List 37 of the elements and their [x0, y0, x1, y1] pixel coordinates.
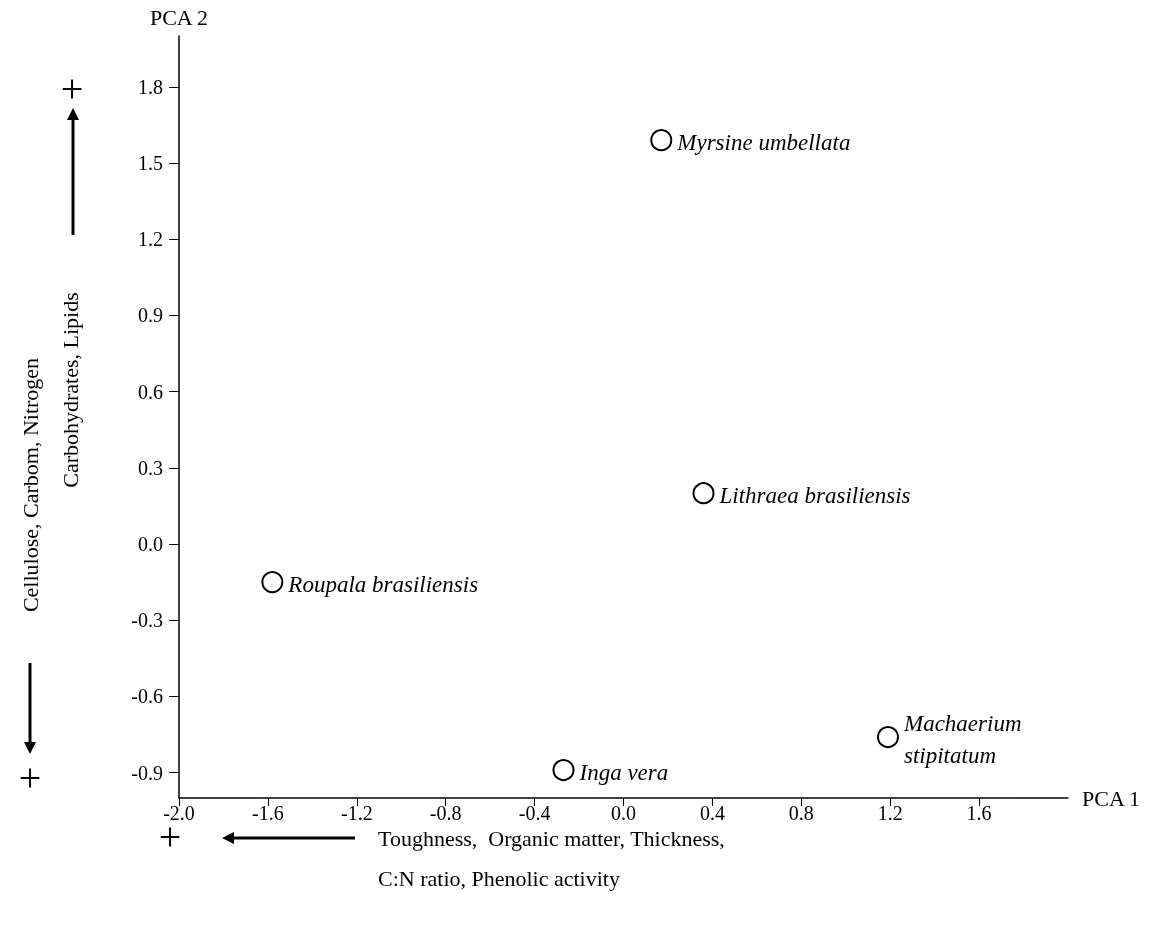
- annotation: Myrsine umbellata: [676, 129, 851, 155]
- x-tick-label: 0.0: [611, 802, 636, 824]
- annotation: Inga vera: [578, 759, 669, 785]
- x-tick-label: 0.4: [699, 802, 725, 824]
- y-tick-label: -0.9: [131, 761, 163, 784]
- y-tick-label: 0.3: [138, 456, 163, 479]
- text: Carbohydrates, Lipids: [57, 292, 83, 488]
- annotation: Lithraea brasiliensis: [718, 482, 911, 508]
- point: [650, 129, 673, 152]
- x-tick-label: -1.2: [340, 802, 373, 824]
- annotation: Machaerium stipitatum: [902, 710, 1022, 768]
- point: [261, 571, 284, 594]
- x-tick-label: -2.0: [163, 802, 195, 824]
- y-axis-title: PCA 2: [149, 4, 209, 30]
- x-tick-label: 1.6: [966, 802, 992, 824]
- y-tick-label: -0.3: [131, 609, 163, 632]
- point: [552, 759, 575, 782]
- y-tick-label: -0.6: [131, 685, 163, 708]
- y-tick-label: 0.6: [138, 380, 163, 403]
- y-tick-label: 0.0: [138, 533, 163, 555]
- x-tick-label: 1.2: [877, 802, 903, 824]
- text: +: [18, 754, 42, 800]
- x-tick-label: -1.6: [252, 802, 284, 824]
- y-tick-label: 1.2: [138, 228, 163, 251]
- x-tick-label: -0.4: [518, 802, 551, 824]
- y-tick-label: 1.8: [138, 75, 163, 98]
- x-axis-title: PCA 1: [1082, 785, 1141, 811]
- text: +: [60, 65, 84, 111]
- text: Toughness, Organic matter, Thickness, C:N ratio, Phenolic activity: [378, 825, 725, 891]
- point: [692, 482, 715, 505]
- y-tick-label: 1.5: [138, 152, 163, 174]
- x-tick-label: 0.8: [788, 802, 814, 824]
- point: [877, 726, 899, 749]
- text: Cellulose, Carbom, Nitrogen: [17, 357, 43, 613]
- x-tick-label: -0.8: [429, 802, 462, 824]
- y-tick-label: 0.9: [138, 304, 163, 327]
- annotation: Roupala brasiliensis: [287, 571, 479, 597]
